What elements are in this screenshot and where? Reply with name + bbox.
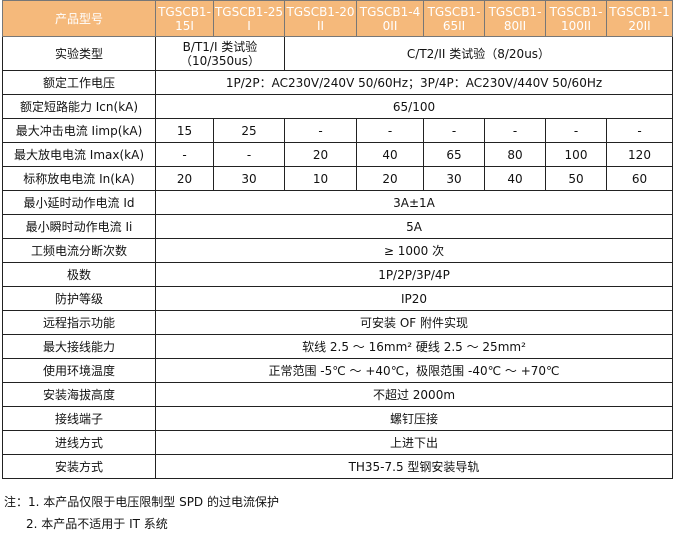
row-value: 25 — [213, 118, 285, 143]
row-value: 30 — [213, 166, 285, 191]
row-value: - — [545, 118, 607, 143]
row-value: 正常范围 -5℃ ～ +40℃，极限范围 -40℃ ～ +70℃ — [155, 358, 673, 383]
spec-table: 产品型号 TGSCB1-15I TGSCB1-25I TGSCB1-20II TGSCB… — [2, 0, 673, 479]
row-value: 5A — [155, 214, 673, 239]
row-label: 最小瞬时动作电流 Ii — [2, 214, 156, 239]
row-label: 实验类型 — [2, 36, 156, 71]
row-label: 进线方式 — [2, 430, 156, 455]
table-row: 标称放电电流 In(kA) 20 30 10 20 30 40 50 60 — [2, 166, 673, 191]
row-value: 软线 2.5 ～ 16mm² 硬线 2.5 ～ 25mm² — [155, 334, 673, 359]
row-value: IP20 — [155, 286, 673, 311]
model-header: TGSCB1-100II — [545, 0, 607, 37]
row-value: 50 — [545, 166, 607, 191]
row-value: - — [606, 118, 673, 143]
row-value: 1P/2P：AC230V/240V 50/60Hz；3P/4P：AC230V/4… — [155, 70, 673, 95]
table-row: 最大冲击电流 Iimp(kA) 15 25- - - - - - — [2, 118, 673, 143]
row-value: - — [484, 118, 546, 143]
note-2: 2. 本产品不适用于 IT 系统 — [26, 517, 168, 531]
row-value: 10 — [284, 166, 357, 191]
row-value: 100 — [545, 142, 607, 167]
table-row: 安装方式 TH35-7.5 型钢安装导轨 — [2, 454, 673, 479]
row-label: 防护等级 — [2, 286, 156, 311]
row-value: TH35-7.5 型钢安装导轨 — [155, 454, 673, 479]
row-value: 30 — [423, 166, 485, 191]
row-value: 40 — [484, 166, 546, 191]
table-row: 进线方式 上进下出 — [2, 430, 673, 455]
table-row: 极数 1P/2P/3P/4P — [2, 262, 673, 287]
row-value: - — [284, 118, 357, 143]
row-value: 60 — [606, 166, 673, 191]
row-value: C/T2/II 类试验（8/20us） — [284, 36, 673, 71]
row-value: B/T1/I 类试验（10/350us） — [155, 36, 285, 71]
row-label: 最小延时动作电流 Id — [2, 190, 156, 215]
row-label: 工频电流分断次数 — [2, 238, 156, 263]
row-value: 螺钉压接 — [155, 406, 673, 431]
row-value: 不超过 2000m — [155, 382, 673, 407]
row-value: 20 — [284, 142, 357, 167]
model-header: TGSCB1-15I — [155, 0, 214, 37]
row-value: 20 — [155, 166, 214, 191]
row-value: - — [213, 142, 285, 167]
row-value: 120 — [606, 142, 673, 167]
row-label: 额定工作电压 — [2, 70, 156, 95]
table-row: 最小瞬时动作电流 Ii 5A — [2, 214, 673, 239]
row-value: 上进下出 — [155, 430, 673, 455]
row-value: - — [356, 118, 424, 143]
row-label: 最大冲击电流 Iimp(kA) — [2, 118, 156, 143]
row-value: 65 — [423, 142, 485, 167]
table-row: 远程指示功能 可安装 OF 附件实现 — [2, 310, 673, 335]
row-value: 65/100 — [155, 94, 673, 119]
row-value: 1P/2P/3P/4P — [155, 262, 673, 287]
row-label: 安装方式 — [2, 454, 156, 479]
row-value: 15 — [155, 118, 214, 143]
table-row: 安装海拔高度 不超过 2000m — [2, 382, 673, 407]
header-label: 产品型号 — [2, 0, 156, 37]
row-label: 接线端子 — [2, 406, 156, 431]
table-row: 工频电流分断次数 ≥ 1000 次 — [2, 238, 673, 263]
row-value: 3A±1A — [155, 190, 673, 215]
row-label: 极数 — [2, 262, 156, 287]
table-row: 防护等级 IP20 — [2, 286, 673, 311]
row-value: - — [423, 118, 485, 143]
row-value: 可安装 OF 附件实现 — [155, 310, 673, 335]
table-row: 接线端子 螺钉压接 — [2, 406, 673, 431]
row-value: 80 — [484, 142, 546, 167]
row-value: 40 — [356, 142, 424, 167]
row-label: 额定短路能力 Icn(kA) — [2, 94, 156, 119]
row-value: - — [155, 142, 214, 167]
table-row: 使用环境温度 正常范围 -5℃ ～ +40℃，极限范围 -40℃ ～ +70℃ — [2, 358, 673, 383]
table-row: 额定工作电压 1P/2P：AC230V/240V 50/60Hz；3P/4P：AC… — [2, 70, 673, 95]
table-row: 最小延时动作电流 Id 3A±1A — [2, 190, 673, 215]
model-header: TGSCB1-80II — [484, 0, 546, 37]
row-label: 标称放电电流 In(kA) — [2, 166, 156, 191]
model-header: TGSCB1-65II — [423, 0, 485, 37]
notes: 注：1. 本产品仅限于电压限制型 SPD 的过电流保护 2. 本产品不适用于 I… — [4, 491, 279, 535]
row-label: 安装海拔高度 — [2, 382, 156, 407]
row-value: 20 — [356, 166, 424, 191]
table-row: 额定短路能力 Icn(kA) 65/100 — [2, 94, 673, 119]
row-label: 远程指示功能 — [2, 310, 156, 335]
row-label: 最大接线能力 — [2, 334, 156, 359]
model-header: TGSCB1-20II — [284, 0, 357, 37]
table-row: 最大放电电流 Imax(kA) - -20 40 65 80 100 120 — [2, 142, 673, 167]
model-header: TGSCB1-120II — [606, 0, 673, 37]
table-row: 最大接线能力 软线 2.5 ～ 16mm² 硬线 2.5 ～ 25mm² — [2, 334, 673, 359]
header-row: 产品型号 TGSCB1-15I TGSCB1-25I TGSCB1-20II TGSCB… — [2, 0, 673, 37]
table-row: 实验类型 B/T1/I 类试验（10/350us） C/T2/II 类试验（8/20… — [2, 36, 673, 71]
row-value: ≥ 1000 次 — [155, 238, 673, 263]
row-label: 使用环境温度 — [2, 358, 156, 383]
note-1: 注：1. 本产品仅限于电压限制型 SPD 的过电流保护 — [4, 495, 279, 509]
row-label: 最大放电电流 Imax(kA) — [2, 142, 156, 167]
model-header: TGSCB1-40II — [356, 0, 424, 37]
model-header: TGSCB1-25I — [213, 0, 285, 37]
